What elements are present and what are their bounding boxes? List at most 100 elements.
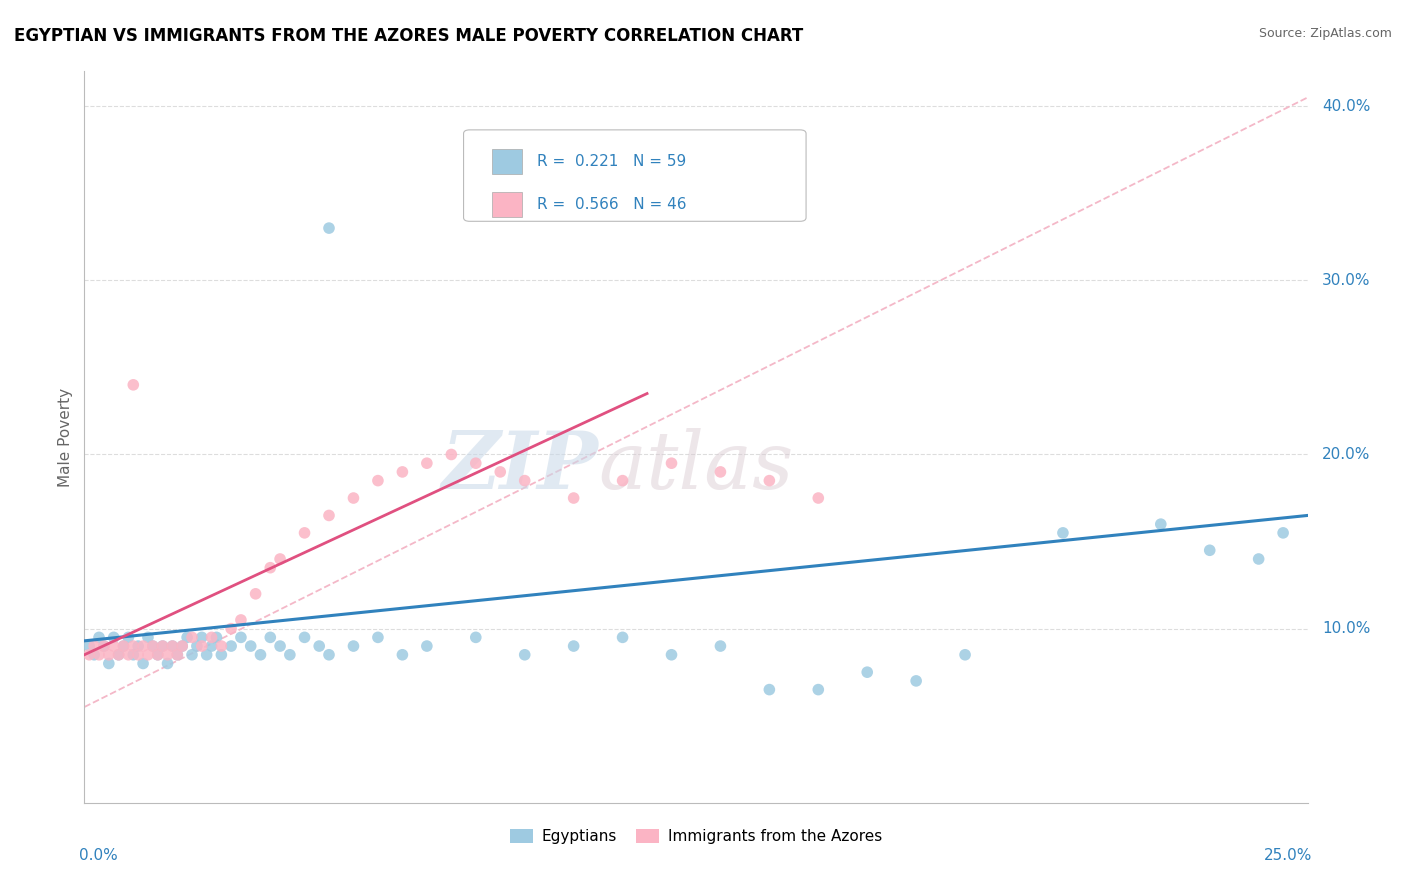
Point [191,631,214,645]
Point [93,639,115,653]
Point [107,648,129,662]
Point [103,639,125,653]
Text: Source: ZipAtlas.com: Source: ZipAtlas.com [1258,27,1392,40]
Point [1198,543,1220,558]
Point [205,631,228,645]
Point [136,631,159,645]
Point [1272,525,1295,540]
Point [342,639,364,653]
Point [97,648,120,662]
Point [142,639,165,653]
Point [97,657,120,671]
Point [318,508,340,523]
Point [229,613,252,627]
Point [112,639,135,653]
Point [294,525,316,540]
FancyBboxPatch shape [492,192,522,217]
Point [87,631,110,645]
Point [195,648,218,662]
Point [162,639,184,653]
Point [269,639,291,653]
Point [807,491,830,505]
Point [239,639,262,653]
Point [612,474,634,488]
Point [200,639,222,653]
Point [612,631,634,645]
Point [416,639,439,653]
Point [807,682,830,697]
Text: 25.0%: 25.0% [1264,848,1312,863]
Point [77,648,100,662]
Point [209,648,232,662]
FancyBboxPatch shape [492,149,522,174]
Point [905,673,928,688]
Point [83,639,105,653]
Point [181,631,204,645]
Point [166,648,188,662]
Point [294,631,316,645]
Point [112,639,135,653]
Point [181,648,204,662]
Point [416,456,439,470]
Text: 0.0%: 0.0% [80,848,118,863]
Point [209,639,232,653]
Point [117,631,139,645]
Point [440,448,463,462]
Point [229,631,252,645]
Point [391,465,413,479]
Point [709,639,731,653]
Point [127,648,149,662]
Point [1247,552,1270,566]
Point [318,221,340,235]
Point [249,648,271,662]
Point [758,682,780,697]
Point [117,648,139,662]
Point [156,657,179,671]
Point [219,639,242,653]
Point [146,648,169,662]
Text: 20.0%: 20.0% [1322,447,1371,462]
Point [152,639,174,653]
Text: atlas: atlas [598,427,793,505]
Point [367,631,389,645]
Point [661,456,683,470]
Point [758,474,780,488]
Text: 10.0%: 10.0% [1322,621,1371,636]
Point [245,587,267,601]
Point [259,560,281,574]
Point [191,639,214,653]
Point [142,639,165,653]
Point [156,648,179,662]
Point [1150,517,1173,532]
Point [87,648,110,662]
Point [132,639,155,653]
Point [77,639,100,653]
Point [93,639,115,653]
Point [176,631,198,645]
Point [318,648,340,662]
Text: R =  0.566   N = 46: R = 0.566 N = 46 [537,197,686,212]
Point [172,639,194,653]
FancyBboxPatch shape [464,130,806,221]
Point [513,648,536,662]
Point [562,491,585,505]
Point [219,622,242,636]
Point [562,639,585,653]
Point [186,639,208,653]
Point [513,474,536,488]
Point [464,456,486,470]
Point [152,639,174,653]
Point [342,491,364,505]
Point [136,648,159,662]
Point [661,648,683,662]
Point [172,639,194,653]
Point [103,631,125,645]
Legend: Egyptians, Immigrants from the Azores: Egyptians, Immigrants from the Azores [503,822,889,850]
Point [367,474,389,488]
Point [489,465,512,479]
Point [259,631,281,645]
Text: R =  0.221   N = 59: R = 0.221 N = 59 [537,153,686,169]
Point [1052,525,1074,540]
Point [127,639,149,653]
Point [146,648,169,662]
